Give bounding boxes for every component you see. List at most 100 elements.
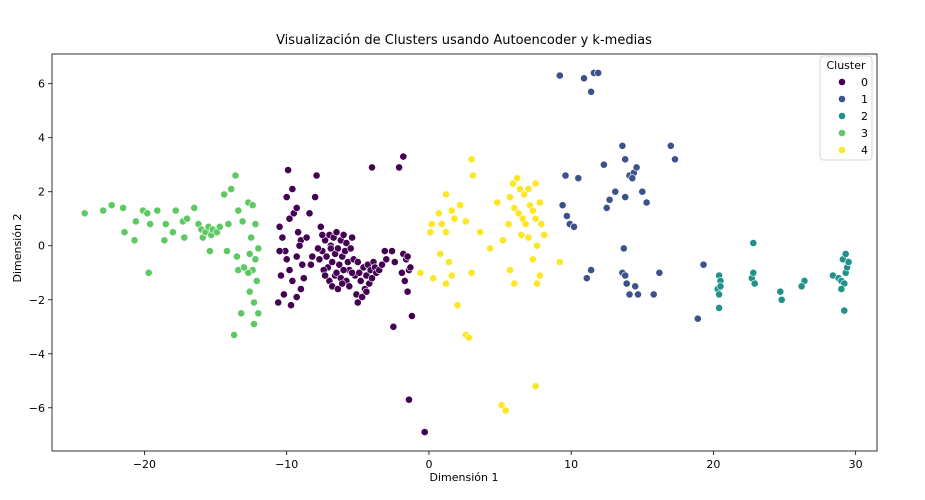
data-point-cluster-3: [234, 206, 243, 215]
data-point-cluster-1: [632, 163, 641, 172]
data-point-cluster-2: [715, 290, 723, 299]
data-point-cluster-3: [231, 171, 240, 180]
data-point-cluster-0: [285, 266, 294, 274]
data-point-cluster-3: [248, 201, 257, 210]
data-point-cluster-3: [220, 190, 228, 199]
data-point-cluster-0: [400, 276, 409, 285]
legend-label-cluster-3: 3: [861, 127, 868, 140]
data-point-cluster-0: [315, 255, 324, 264]
data-point-cluster-1: [638, 187, 647, 196]
data-point-cluster-4: [537, 220, 546, 228]
x-tick-label: 10: [564, 458, 578, 471]
data-point-cluster-0: [338, 279, 347, 288]
data-point-cluster-1: [649, 290, 658, 299]
data-point-cluster-1: [605, 195, 614, 204]
data-point-cluster-0: [332, 268, 341, 277]
data-point-cluster-4: [509, 179, 517, 188]
legend-items: 0 1 2 3 4: [838, 76, 868, 157]
data-point-cluster-0: [378, 260, 386, 269]
data-point-cluster-1: [625, 290, 634, 299]
x-tick-label: −10: [275, 458, 298, 471]
data-point-cluster-3: [215, 222, 224, 231]
data-point-cluster-3: [227, 185, 236, 193]
legend-label-cluster-1: 1: [861, 93, 868, 106]
data-point-cluster-3: [130, 236, 139, 245]
data-point-cluster-0: [316, 222, 325, 231]
data-point-cluster-0: [358, 293, 366, 301]
data-point-cluster-4: [516, 185, 524, 193]
data-point-cluster-0: [284, 166, 292, 174]
data-point-cluster-4: [461, 217, 470, 226]
data-point-cluster-2: [797, 282, 806, 291]
data-point-cluster-0: [295, 241, 304, 250]
legend-label-cluster-2: 2: [861, 110, 868, 123]
data-point-cluster-3: [251, 255, 260, 264]
data-point-cluster-1: [580, 74, 588, 83]
data-point-cluster-4: [450, 214, 459, 223]
data-point-cluster-3: [160, 236, 169, 245]
data-point-cluster-3: [120, 228, 129, 237]
data-point-cluster-4: [442, 190, 450, 199]
data-point-cluster-4: [486, 244, 494, 253]
data-point-cluster-3: [251, 220, 260, 228]
data-point-cluster-1: [631, 282, 640, 291]
data-point-cluster-0: [287, 301, 295, 310]
data-point-cluster-1: [634, 290, 642, 299]
y-tick-label: 4: [38, 132, 45, 145]
data-point-cluster-4: [467, 268, 476, 277]
data-point-cluster-1: [582, 274, 591, 283]
data-point-cluster-1: [628, 174, 637, 183]
data-point-cluster-4: [528, 206, 537, 215]
data-point-cluster-3: [245, 287, 254, 296]
y-tick-label: 0: [38, 240, 45, 253]
data-point-cluster-4: [524, 185, 533, 193]
data-point-cluster-1: [594, 69, 603, 77]
data-point-cluster-0: [274, 298, 283, 307]
data-point-cluster-1: [666, 141, 675, 150]
data-point-cluster-0: [405, 395, 413, 404]
data-point-cluster-4: [531, 214, 540, 223]
data-point-cluster-3: [99, 206, 108, 215]
data-point-cluster-4: [536, 271, 544, 280]
x-axis-label: Dimensión 1: [430, 471, 499, 484]
data-point-cluster-0: [346, 244, 355, 253]
data-point-cluster-4: [427, 220, 436, 228]
data-point-cluster-3: [107, 201, 116, 210]
data-point-cluster-3: [144, 268, 153, 277]
data-point-cluster-1: [558, 201, 567, 210]
data-point-cluster-0: [275, 222, 284, 231]
data-point-cluster-0: [292, 293, 301, 301]
data-point-cluster-4: [533, 279, 541, 288]
data-point-cluster-4: [506, 193, 514, 201]
data-point-cluster-1: [671, 155, 679, 164]
data-point-cluster-0: [403, 252, 412, 261]
data-point-cluster-1: [600, 160, 608, 169]
data-point-cluster-3: [224, 220, 233, 228]
data-point-cluster-3: [146, 220, 154, 228]
legend-title: Cluster: [826, 59, 866, 72]
data-point-cluster-0: [395, 163, 403, 172]
data-point-cluster-4: [501, 406, 510, 415]
data-point-cluster-0: [306, 260, 315, 269]
data-point-cluster-0: [388, 247, 396, 255]
data-point-cluster-3: [238, 217, 247, 226]
data-point-cluster-3: [171, 206, 180, 215]
data-point-cluster-0: [311, 193, 319, 201]
data-point-cluster-1: [561, 171, 570, 180]
data-point-cluster-0: [407, 312, 416, 320]
data-point-cluster-4: [442, 279, 450, 288]
data-point-cluster-0: [294, 228, 302, 237]
data-point-cluster-4: [493, 198, 502, 207]
data-point-cluster-0: [282, 193, 291, 201]
data-point-cluster-0: [288, 185, 297, 193]
data-point-cluster-0: [328, 258, 337, 266]
data-point-cluster-0: [298, 260, 307, 269]
data-point-cluster-2: [844, 258, 853, 266]
data-point-cluster-4: [521, 220, 530, 228]
data-point-cluster-1: [570, 222, 578, 231]
data-point-cluster-0: [278, 233, 287, 242]
y-axis-label: Dimensión 2: [11, 214, 24, 283]
data-point-cluster-2: [777, 295, 786, 304]
legend-marker-cluster-0: [838, 78, 846, 86]
data-point-cluster-1: [621, 193, 630, 201]
